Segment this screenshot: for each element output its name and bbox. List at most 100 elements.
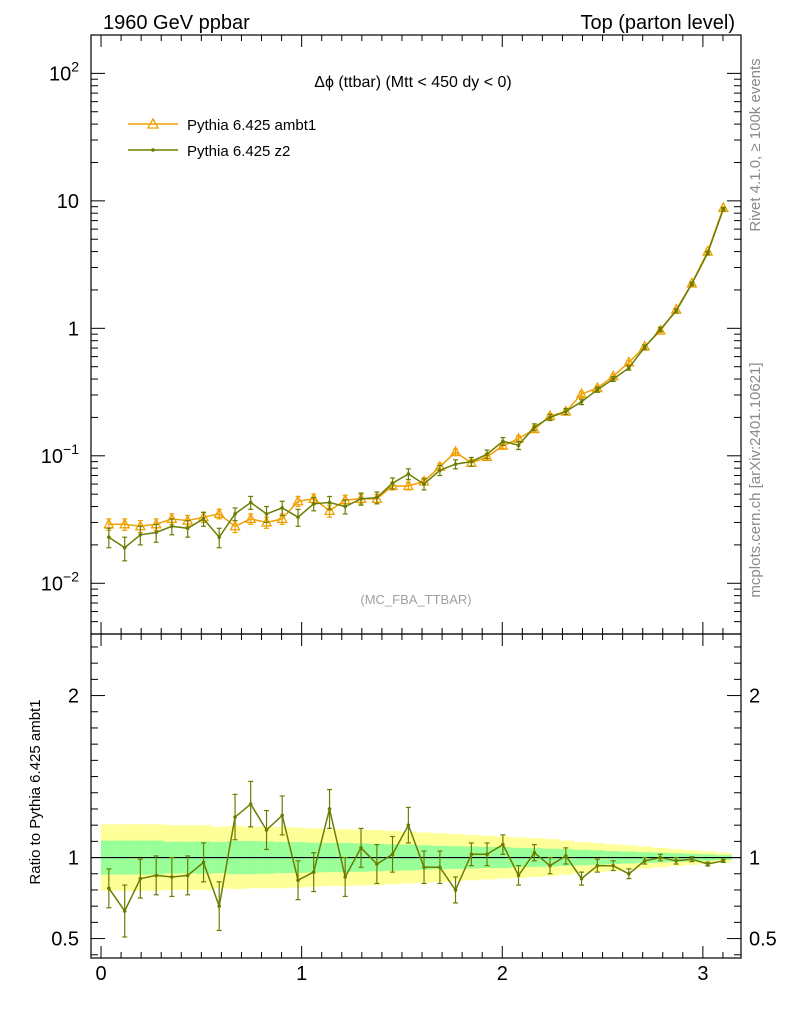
ratio-z2-point bbox=[642, 859, 647, 863]
ratio-z2-point bbox=[170, 875, 174, 879]
ratio-z2-point bbox=[658, 855, 663, 860]
ratio-y-tick-label-right: 1 bbox=[749, 848, 760, 870]
z2-point bbox=[422, 482, 426, 486]
z2-point bbox=[438, 468, 442, 473]
legend-label-z2: Pythia 6.425 z2 bbox=[187, 143, 290, 160]
main-axes: 10−2 10−1 1 10 102 bbox=[41, 34, 742, 635]
ratio-z2-point bbox=[453, 888, 458, 892]
ratio-z2-point bbox=[217, 904, 221, 908]
z2-line bbox=[108, 208, 725, 549]
ratio-z2-point bbox=[516, 873, 521, 878]
ambt1-point bbox=[323, 504, 336, 515]
ambt1-point bbox=[575, 387, 588, 399]
x-tick-label: 3 bbox=[697, 963, 708, 985]
ambt1-point bbox=[449, 445, 462, 457]
ratio-z2-point bbox=[532, 850, 537, 855]
z2-point bbox=[595, 387, 600, 392]
ratio-z2-point bbox=[438, 865, 442, 870]
ratio-z2-point bbox=[296, 878, 300, 883]
z2-point bbox=[359, 496, 363, 501]
z2-point bbox=[501, 439, 505, 444]
ratio-y-label: Ratio to Pythia 6.425 ambt1 bbox=[27, 699, 44, 884]
ratio-z2-point bbox=[138, 876, 143, 881]
ratio-z2-point bbox=[422, 865, 426, 870]
ambt1-point bbox=[481, 450, 493, 462]
z2-point bbox=[516, 443, 521, 448]
z2-point bbox=[548, 415, 552, 420]
legend-marker-z2 bbox=[151, 148, 155, 152]
z2-point bbox=[107, 535, 111, 539]
ratio-z2-point bbox=[185, 873, 190, 878]
rivet-label: Rivet 4.1.0, ≥ 100k events bbox=[747, 58, 764, 231]
z2-point bbox=[658, 327, 663, 332]
z2-point bbox=[390, 481, 395, 485]
z2-point bbox=[138, 533, 143, 537]
x-tick-label: 0 bbox=[95, 963, 106, 985]
ambt1-point bbox=[402, 479, 414, 491]
ambt1-point bbox=[292, 494, 304, 506]
z2-point bbox=[311, 502, 316, 506]
ratio-z2-point bbox=[264, 828, 269, 832]
z2-point bbox=[233, 512, 237, 516]
z2-point bbox=[406, 472, 411, 476]
ratio-panel: 0 1 2 3 0.5 0.5 1 1 2 2 Ratio to Pythia 6.425 amb… bbox=[27, 633, 777, 985]
z2-point bbox=[485, 452, 489, 456]
ratio-z2-point bbox=[406, 823, 411, 827]
z2-point bbox=[296, 515, 300, 519]
z2-point bbox=[201, 517, 206, 521]
z2-point bbox=[170, 524, 174, 529]
ratio-z2-point bbox=[595, 863, 600, 868]
z2-point bbox=[611, 377, 616, 381]
main-panel: Δϕ (ttbar) (Mtt < 450 dy < 0) (MC_FBA_TT… bbox=[41, 34, 742, 635]
analysis-watermark: (MC_FBA_TTBAR) bbox=[360, 592, 471, 607]
x-tick-label: 1 bbox=[296, 963, 307, 985]
ratio-z2-point bbox=[627, 871, 631, 876]
ratio-z2-point bbox=[390, 852, 395, 857]
legend-label-ambt1: Pythia 6.425 ambt1 bbox=[187, 117, 316, 134]
ratio-z2-point bbox=[343, 875, 347, 879]
ratio-axes: 0 1 2 3 0.5 0.5 1 1 2 2 bbox=[51, 633, 777, 985]
ratio-z2-point bbox=[122, 909, 127, 913]
y-tick-label: 102 bbox=[49, 58, 79, 85]
z2-point bbox=[264, 512, 269, 516]
z2-point bbox=[280, 506, 284, 510]
ratio-z2-point bbox=[548, 863, 552, 868]
ambt1-point bbox=[276, 512, 288, 524]
z2-point bbox=[122, 545, 127, 550]
z2-point bbox=[705, 251, 710, 255]
ambt1-line bbox=[108, 207, 725, 528]
ambt1-point bbox=[654, 324, 666, 335]
z2-point bbox=[154, 530, 159, 535]
ratio-z2-point bbox=[248, 802, 253, 806]
energy-label: 1960 GeV ppbar bbox=[103, 12, 250, 34]
z2-point bbox=[532, 425, 537, 429]
ratio-frame bbox=[90, 633, 742, 959]
ratio-z2-point bbox=[564, 854, 568, 858]
z2-point bbox=[217, 535, 221, 539]
z2-point bbox=[248, 500, 253, 505]
x-tick-label: 2 bbox=[497, 963, 508, 985]
z2-point bbox=[375, 495, 379, 500]
z2-point bbox=[185, 526, 190, 531]
mcplots-label: mcplots.cern.ch [arXiv:2401.10621] bbox=[747, 362, 764, 597]
z2-point bbox=[642, 345, 647, 350]
ratio-z2-point bbox=[201, 860, 206, 865]
ratio-z2-point bbox=[311, 870, 316, 874]
ratio-plot-area bbox=[91, 780, 741, 938]
ratio-z2-point bbox=[375, 862, 379, 866]
ratio-z2-point bbox=[674, 859, 679, 863]
ambt1-point bbox=[229, 519, 241, 531]
z2-point bbox=[721, 207, 726, 211]
z2-point bbox=[343, 504, 347, 509]
main-title: Δϕ (ttbar) (Mtt < 450 dy < 0) bbox=[314, 74, 512, 91]
ratio-z2-point bbox=[485, 852, 489, 857]
ratio-z2-point bbox=[690, 857, 694, 861]
ambt1-point bbox=[245, 512, 257, 524]
ratio-y-tick-label-right: 0.5 bbox=[749, 929, 777, 951]
z2-point bbox=[674, 309, 679, 313]
ratio-z2-point bbox=[233, 815, 237, 819]
ambt1-point bbox=[213, 507, 225, 519]
ambt1-point bbox=[119, 517, 131, 529]
z2-point bbox=[579, 400, 584, 404]
ratio-y-tick-label: 0.5 bbox=[51, 929, 79, 951]
